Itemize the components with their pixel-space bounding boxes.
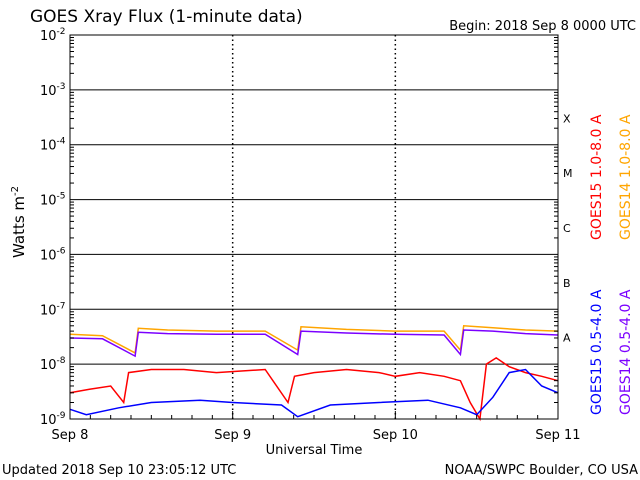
series-line-3	[69, 329, 559, 358]
y-tick-label: 10-6	[40, 246, 66, 263]
flare-class-labels: X M C B A	[563, 112, 573, 344]
legend-goes15-short: GOES15 0.5-4.0 A	[589, 289, 605, 415]
y-tick-label: 10-7	[40, 301, 66, 318]
data-source: NOAA/SWPC Boulder, CO USA	[445, 463, 638, 478]
chart-title: GOES Xray Flux (1-minute data)	[30, 7, 303, 27]
x-tick-labels: Sep 8 Sep 9 Sep 10 Sep 11	[52, 411, 581, 443]
y-tick-label: 10-5	[40, 192, 66, 209]
x-tick-label: Sep 11	[535, 428, 580, 443]
x-tick-label: Sep 9	[214, 428, 251, 443]
series-line-2	[69, 368, 559, 418]
legend-goes14-long: GOES14 1.0-8.0 A	[618, 114, 634, 240]
legend-goes15-long: GOES15 1.0-8.0 A	[589, 114, 605, 240]
series-line-0	[69, 357, 559, 422]
series-lines	[69, 325, 559, 422]
begin-label: Begin: 2018 Sep 8 0000 UTC	[449, 19, 636, 34]
x-tick-label: Sep 8	[52, 428, 89, 443]
flare-class-label: C	[563, 222, 571, 235]
flare-class-label: B	[563, 277, 571, 290]
plot-frame	[69, 34, 559, 420]
x-tick-label: Sep 10	[373, 428, 418, 443]
flare-class-label: X	[563, 112, 571, 125]
y-tick-label: 10-3	[40, 82, 66, 99]
flare-class-label: M	[563, 167, 573, 180]
y-tick-labels: 10-2 10-3 10-4 10-5 10-6 10-7 10-8 10-9	[40, 27, 558, 428]
y-tick-label: 10-9	[40, 411, 66, 428]
x-axis-label: Universal Time	[266, 443, 363, 458]
series-line-1	[69, 325, 559, 355]
y-tick-label: 10-8	[40, 356, 66, 373]
y-tick-label: 10-2	[40, 27, 66, 44]
y-axis-label: Watts m-2	[10, 186, 28, 258]
legend-goes14-short: GOES14 0.5-4.0 A	[618, 289, 634, 415]
grid-lines	[70, 35, 558, 419]
updated-timestamp: Updated 2018 Sep 10 23:05:12 UTC	[2, 463, 236, 478]
y-tick-label: 10-4	[40, 137, 66, 154]
flare-class-label: A	[563, 332, 571, 345]
